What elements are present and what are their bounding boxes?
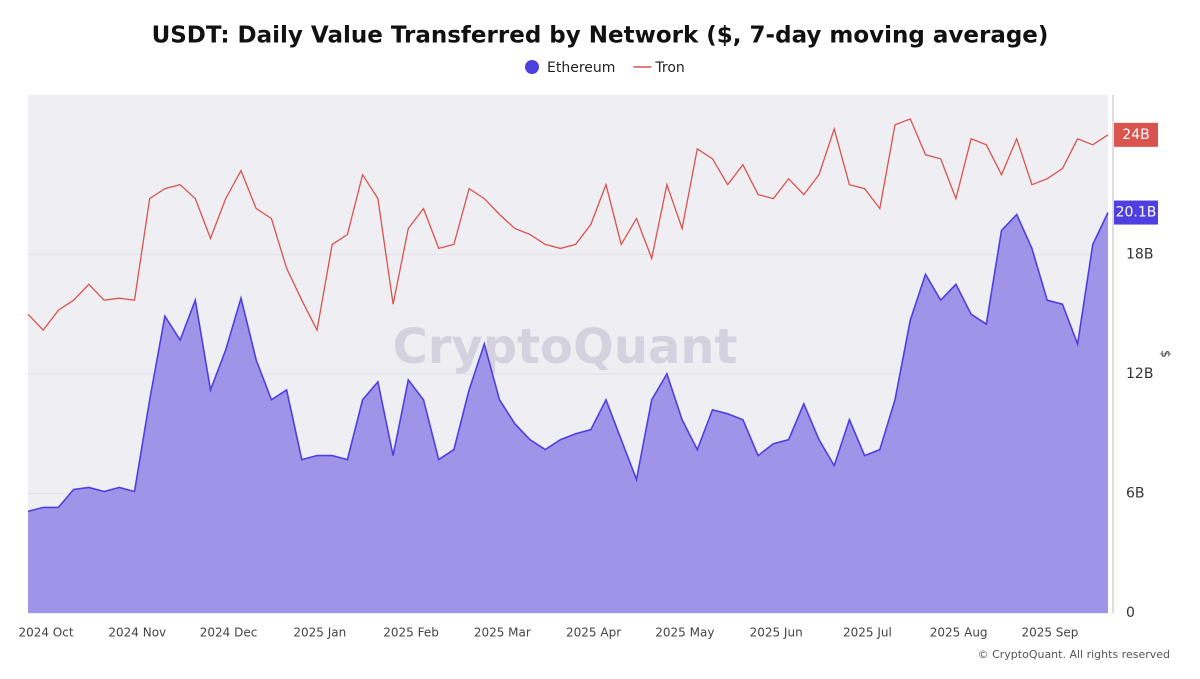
series-line bbox=[27, 212, 1109, 513]
area bbox=[28, 212, 1108, 613]
end-label: 20.1B bbox=[1116, 205, 1157, 221]
x-tick-label: 2025 May bbox=[655, 626, 714, 640]
x-tick-label: 2025 Apr bbox=[566, 626, 621, 640]
x-tick-label: 2025 Mar bbox=[474, 626, 531, 640]
legend-swatch bbox=[525, 60, 539, 74]
legend: Ethereum Tron bbox=[525, 60, 685, 76]
legend-label: Tron bbox=[654, 60, 684, 76]
y-axis-label: $ bbox=[1159, 350, 1173, 358]
y-tick-label: 6B bbox=[1126, 485, 1145, 501]
chart-title: USDT: Daily Value Transferred by Network… bbox=[152, 23, 1049, 49]
legend-label: Ethereum bbox=[547, 60, 615, 76]
y-tick-label: 12B bbox=[1126, 366, 1153, 382]
x-tick-label: 2024 Oct bbox=[18, 626, 73, 640]
watermark: CryptoQuant bbox=[393, 319, 738, 375]
x-tick-label: 2025 Sep bbox=[1021, 626, 1078, 640]
end-label-box bbox=[1114, 122, 1158, 147]
x-tick-label: 2024 Nov bbox=[108, 626, 166, 640]
x-tick-label: 2024 Dec bbox=[200, 626, 258, 640]
x-tick-label: 2025 Jan bbox=[293, 626, 346, 640]
end-label-box bbox=[1114, 200, 1158, 225]
x-tick-label: 2025 Jul bbox=[843, 626, 892, 640]
x-tick-label: 2025 Aug bbox=[930, 626, 988, 640]
y-tick-label: 0 bbox=[1126, 605, 1135, 621]
series-line bbox=[27, 118, 1109, 333]
end-label: 24B bbox=[1122, 127, 1149, 143]
x-tick-label: 2025 Jun bbox=[750, 626, 803, 640]
y-tick-label: 18B bbox=[1126, 246, 1153, 262]
x-tick-label: 2025 Feb bbox=[383, 626, 439, 640]
footer: © CryptoQuant. All rights reserved bbox=[978, 648, 1170, 661]
